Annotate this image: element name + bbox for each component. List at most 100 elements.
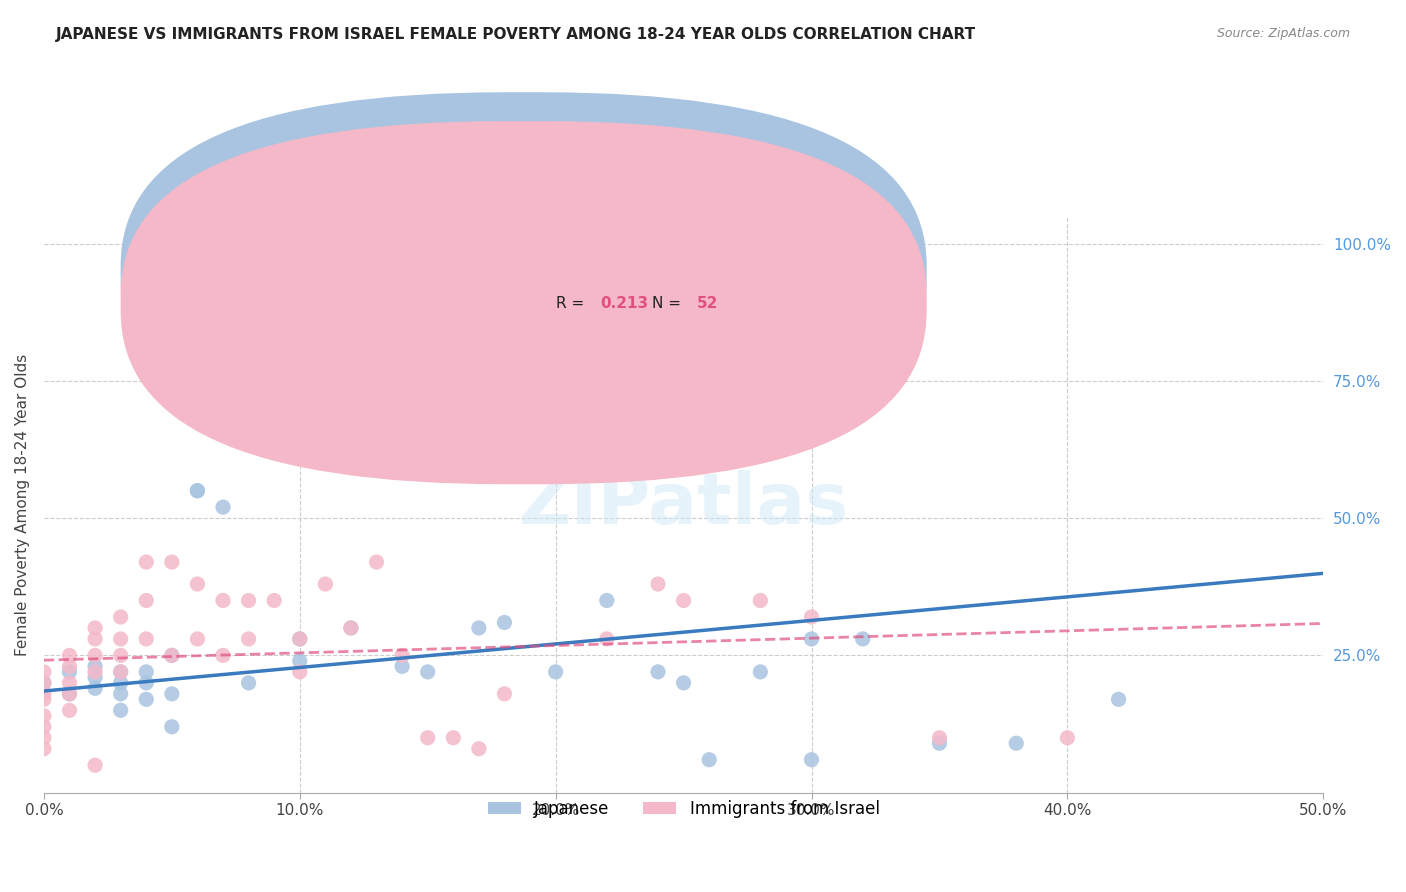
Point [110, 610, 132, 624]
Point [186, 483, 208, 498]
Point [468, 621, 491, 635]
Point [135, 676, 157, 690]
Point [186, 577, 208, 591]
Point [84, 632, 107, 646]
Point [135, 632, 157, 646]
Point [928, 731, 950, 745]
Point [160, 720, 183, 734]
Point [58, 665, 80, 679]
Point [186, 483, 208, 498]
Point [58, 676, 80, 690]
Point [160, 648, 183, 663]
Point [212, 500, 235, 515]
Point [186, 632, 208, 646]
Text: Source: ZipAtlas.com: Source: ZipAtlas.com [1216, 27, 1350, 40]
Point [697, 753, 720, 767]
Point [672, 593, 695, 607]
Point [160, 687, 183, 701]
Point [263, 593, 285, 607]
Point [238, 676, 260, 690]
Point [391, 659, 413, 673]
Point [58, 659, 80, 673]
Point [58, 687, 80, 701]
Point [135, 692, 157, 706]
Point [32, 720, 55, 734]
Point [800, 610, 823, 624]
Text: R =: R = [555, 268, 589, 283]
Point [58, 687, 80, 701]
Text: ZIPatlas: ZIPatlas [519, 470, 849, 539]
Point [672, 676, 695, 690]
Point [135, 665, 157, 679]
Point [58, 703, 80, 717]
Point [749, 665, 772, 679]
Point [84, 758, 107, 772]
Point [800, 753, 823, 767]
Text: JAPANESE VS IMMIGRANTS FROM ISRAEL FEMALE POVERTY AMONG 18-24 YEAR OLDS CORRELAT: JAPANESE VS IMMIGRANTS FROM ISRAEL FEMAL… [56, 27, 976, 42]
Point [544, 445, 567, 459]
Point [288, 665, 311, 679]
Point [110, 703, 132, 717]
Point [494, 687, 516, 701]
Point [238, 632, 260, 646]
Text: 0.469: 0.469 [600, 268, 648, 283]
Text: 0.213: 0.213 [600, 296, 648, 311]
Point [238, 593, 260, 607]
Point [160, 555, 183, 569]
Point [1108, 692, 1130, 706]
Point [84, 659, 107, 673]
Point [647, 665, 669, 679]
FancyBboxPatch shape [121, 92, 927, 456]
Point [288, 632, 311, 646]
Point [852, 632, 875, 646]
Point [135, 555, 157, 569]
Point [110, 648, 132, 663]
Text: 52: 52 [696, 296, 717, 311]
Point [544, 665, 567, 679]
Point [366, 555, 388, 569]
Point [84, 670, 107, 684]
Point [58, 648, 80, 663]
Point [314, 577, 336, 591]
Text: R =: R = [555, 296, 589, 311]
Point [32, 687, 55, 701]
Point [416, 665, 439, 679]
Text: N =: N = [651, 268, 686, 283]
Point [212, 593, 235, 607]
Point [160, 648, 183, 663]
Point [32, 665, 55, 679]
Point [32, 676, 55, 690]
Point [212, 648, 235, 663]
Point [32, 692, 55, 706]
Point [596, 632, 619, 646]
Point [494, 615, 516, 630]
Text: 40: 40 [696, 268, 717, 283]
Point [110, 676, 132, 690]
Point [288, 632, 311, 646]
Point [749, 593, 772, 607]
Point [340, 621, 363, 635]
Point [441, 731, 464, 745]
Point [928, 736, 950, 750]
Point [288, 654, 311, 668]
FancyBboxPatch shape [121, 121, 927, 484]
Point [84, 621, 107, 635]
Point [32, 676, 55, 690]
FancyBboxPatch shape [479, 257, 824, 326]
Point [800, 632, 823, 646]
Point [32, 708, 55, 723]
Point [1056, 731, 1078, 745]
Point [110, 632, 132, 646]
Point [468, 741, 491, 756]
Point [84, 681, 107, 696]
Point [32, 741, 55, 756]
Legend: Japanese, Immigrants from Israel: Japanese, Immigrants from Israel [481, 793, 886, 825]
Point [647, 577, 669, 591]
Point [135, 593, 157, 607]
Point [596, 593, 619, 607]
Point [1005, 736, 1028, 750]
Point [391, 648, 413, 663]
Point [32, 731, 55, 745]
Point [84, 648, 107, 663]
Text: N =: N = [651, 296, 686, 311]
